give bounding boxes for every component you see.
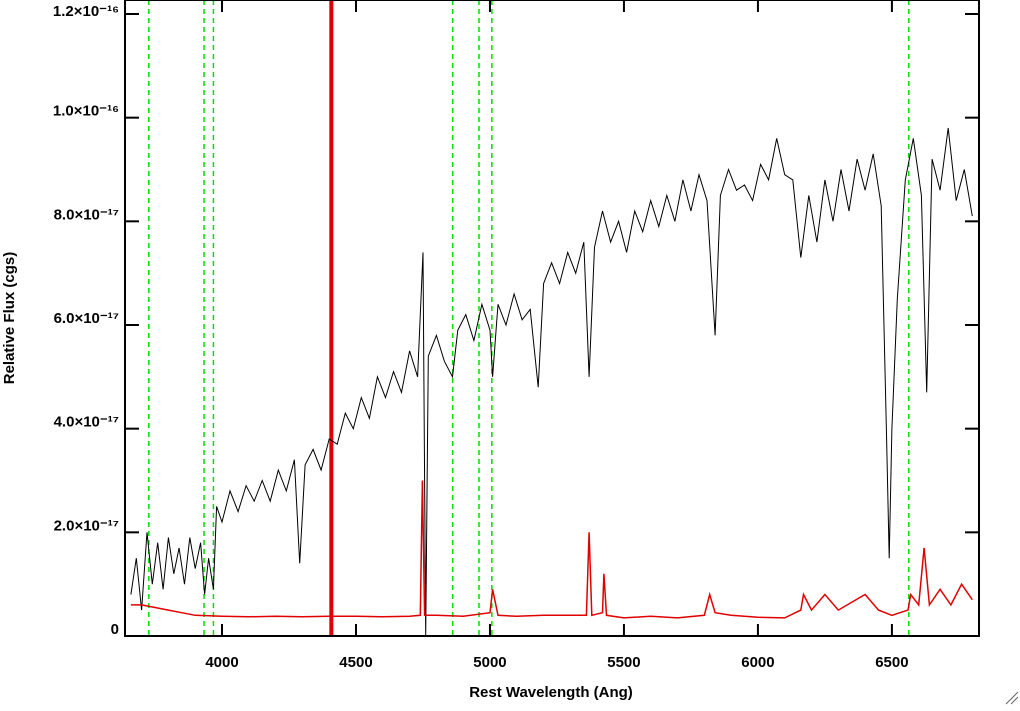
- y-tick-label: 6.0×10⁻¹⁷: [54, 310, 119, 327]
- x-tick-label: 4500: [339, 654, 372, 671]
- y-tick-label: 2.0×10⁻¹⁷: [54, 517, 119, 534]
- x-tick-label: 5500: [607, 654, 640, 671]
- spectrum-line: [130, 127, 973, 637]
- y-axis-label: Relative Flux (cgs): [1, 252, 18, 385]
- x-tick-label: 6000: [741, 654, 774, 671]
- x-tick-label: 4000: [205, 654, 238, 671]
- spectrum-line: [130, 480, 973, 619]
- y-tick-label: 1.0×10⁻¹⁶: [53, 103, 119, 120]
- y-tick-label: 8.0×10⁻¹⁷: [54, 206, 119, 223]
- resize-grip: [1005, 691, 1019, 705]
- y-tick-label: 0: [111, 621, 119, 638]
- y-tick-label: 1.2×10⁻¹⁶: [53, 3, 119, 20]
- x-tick-label: 6500: [875, 654, 908, 671]
- y-tick-label: 4.0×10⁻¹⁷: [54, 414, 119, 431]
- x-tick-label: 5000: [473, 654, 506, 671]
- x-axis-label: Rest Wavelength (Ang): [469, 684, 633, 701]
- plot-frame: [124, 0, 980, 637]
